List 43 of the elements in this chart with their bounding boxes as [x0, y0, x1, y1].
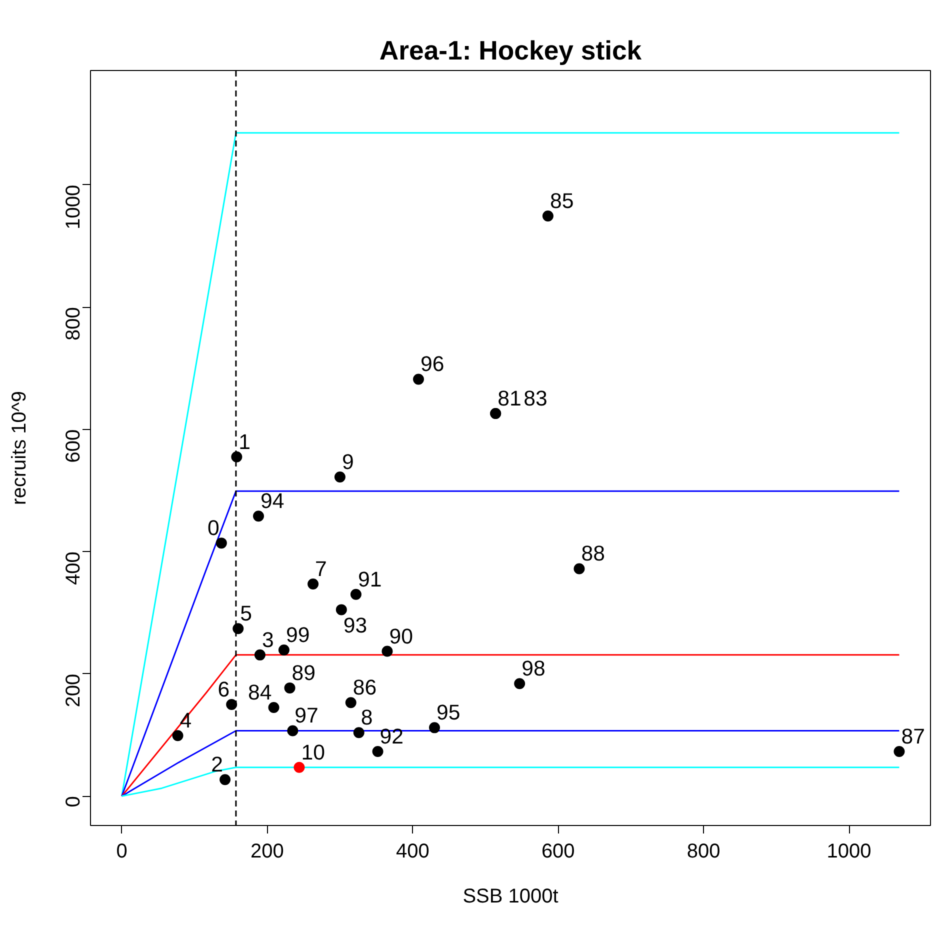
- annotation: 90: [389, 624, 414, 648]
- annotation: 99: [286, 623, 310, 648]
- x-tick-label: 600: [541, 840, 575, 862]
- x-tick-label: 200: [250, 840, 284, 862]
- x-tick-label: 400: [396, 840, 430, 862]
- annotation: 0: [208, 516, 220, 540]
- annotation: 98: [522, 656, 546, 681]
- y-tick-label: 600: [62, 429, 84, 463]
- annotation: 88: [581, 542, 605, 566]
- annotation: 7: [315, 557, 327, 582]
- annotation: 97: [294, 704, 318, 728]
- annotation: 83: [524, 386, 548, 410]
- y-tick-label: 1000: [62, 184, 84, 230]
- y-axis-title: recruits 10^9: [8, 391, 30, 505]
- annotation: 9: [342, 450, 354, 474]
- x-axis-title: SSB 1000t: [462, 886, 559, 908]
- y-tick-label: 0: [62, 796, 84, 808]
- annotation: 93: [343, 614, 368, 638]
- annotation: 94: [260, 489, 284, 514]
- annotation: 95: [436, 700, 460, 725]
- x-tick-label: 0: [116, 840, 128, 862]
- annotation: 92: [380, 724, 404, 749]
- y-tick-label: 200: [62, 674, 84, 708]
- annotation: 84: [248, 680, 272, 705]
- annotation: 89: [292, 660, 316, 685]
- chart-title: Area-1: Hockey stick: [379, 36, 642, 66]
- annotation: 5: [240, 602, 252, 626]
- annotation: 96: [420, 352, 444, 376]
- y-tick-label: 400: [62, 552, 84, 585]
- annotation: 8: [360, 706, 373, 730]
- annotation: 87: [901, 724, 925, 749]
- x-tick-label: 800: [686, 840, 720, 862]
- annotation: 81: [498, 386, 522, 410]
- annotation: 2: [211, 752, 224, 777]
- annotation: 3: [262, 628, 274, 652]
- annotation: 91: [358, 567, 382, 592]
- annotation: 6: [218, 677, 230, 702]
- y-tick-label: 800: [62, 307, 84, 340]
- annotation: 10: [301, 740, 326, 764]
- annotation: 85: [550, 189, 574, 213]
- annotation: 1: [238, 430, 251, 454]
- x-tick-label: 1000: [826, 840, 872, 862]
- annotation: 86: [352, 676, 377, 700]
